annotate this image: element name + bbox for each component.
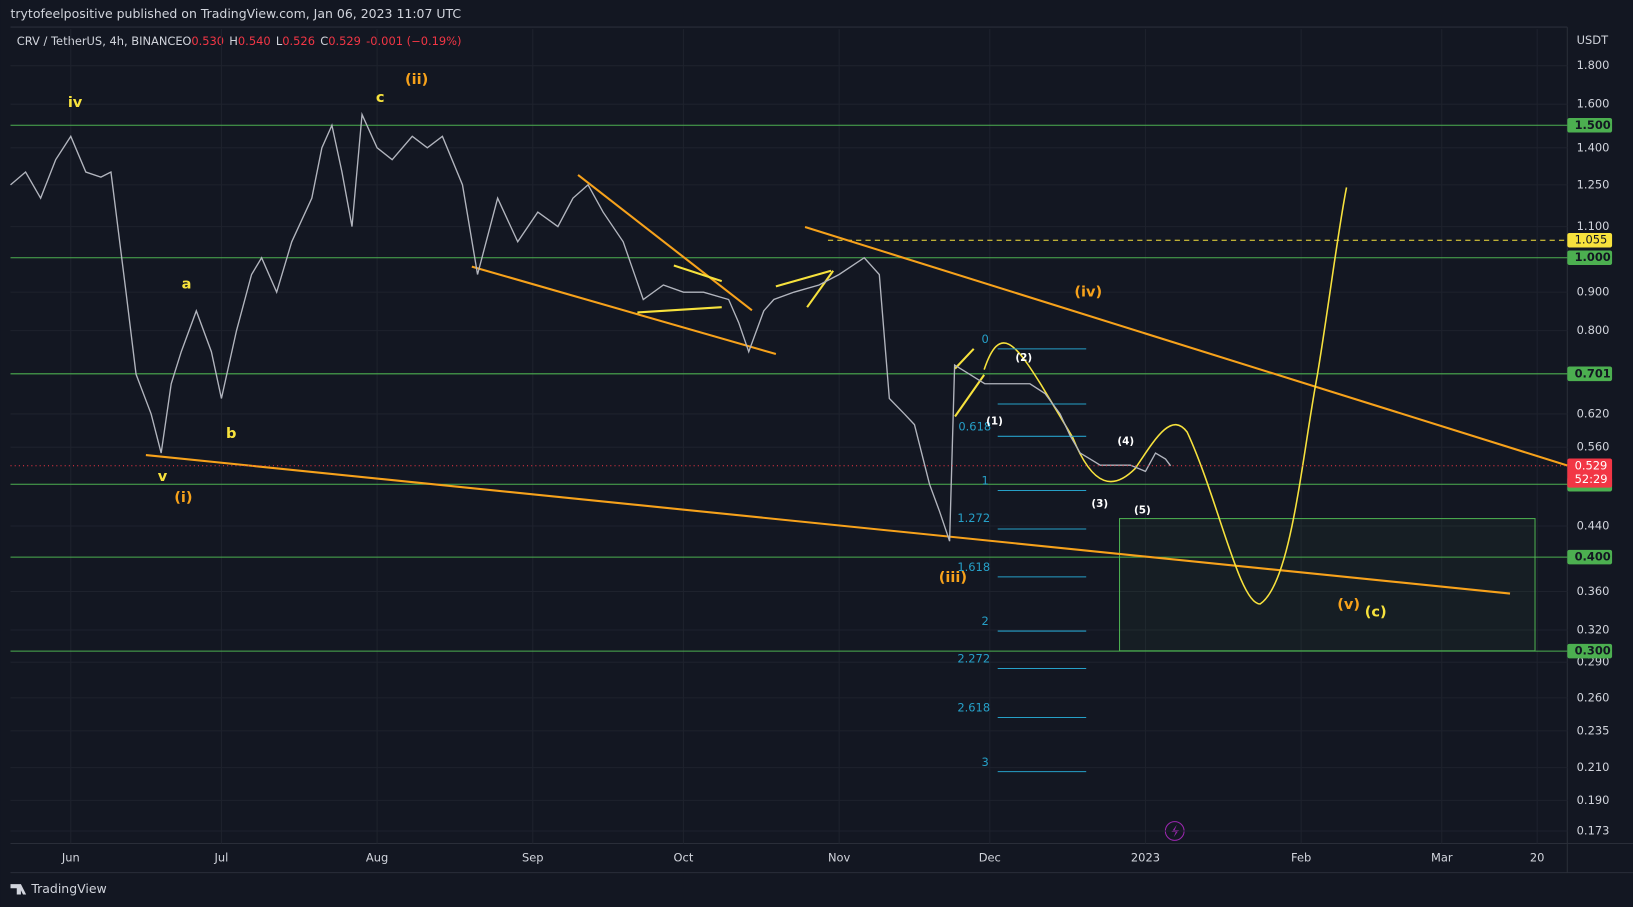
fib-label: 1 — [982, 474, 989, 488]
x-tick-label: Mar — [1431, 851, 1453, 865]
y-tick-label: 0.260 — [1577, 690, 1610, 704]
publisher: trytofeelpositive published on TradingVi… — [11, 6, 462, 21]
legend-item: 0.526 — [282, 34, 315, 48]
wave-label: (ii) — [405, 71, 428, 88]
wave-label: (2) — [1015, 352, 1032, 364]
wave-label: (5) — [1134, 504, 1151, 516]
fib-label: 0.618 — [958, 419, 991, 433]
level-tag — [1567, 643, 1613, 659]
fib-label: 2 — [982, 614, 989, 628]
legend-item: L — [276, 34, 283, 48]
symbol: CRV / TetherUS, 4h, BINANCE — [17, 34, 183, 48]
level-label: 1.000 — [1575, 250, 1611, 264]
level-tag — [1567, 117, 1613, 133]
y-tick-label: 1.600 — [1577, 97, 1610, 111]
x-tick-label: 2023 — [1131, 851, 1160, 865]
trend-line — [804, 226, 1568, 467]
wave-label: (1) — [986, 416, 1003, 428]
pattern-line — [775, 269, 832, 288]
pattern-line — [806, 270, 835, 308]
target-box — [1119, 518, 1536, 652]
legend-item: 0.529 — [328, 34, 361, 48]
level-label: 0.400 — [1575, 550, 1611, 564]
x-tick-label: Dec — [979, 851, 1001, 865]
pattern-line — [954, 374, 986, 418]
y-tick-label: 0.560 — [1577, 440, 1610, 454]
countdown: 52:29 — [1575, 472, 1608, 486]
wave-label: (3) — [1091, 498, 1108, 510]
legend-item: 0.540 — [238, 34, 271, 48]
y-tick-label: 1.400 — [1577, 140, 1610, 154]
wave-label: a — [182, 275, 192, 292]
x-tick-label: Oct — [674, 851, 694, 865]
wave-label: (i) — [174, 489, 192, 506]
level-tag — [1567, 250, 1613, 266]
legend-item: -0.001 (−0.19%) — [366, 34, 461, 48]
y-tick-label: 1.250 — [1577, 177, 1610, 191]
level-label: 1.500 — [1575, 118, 1611, 132]
trend-line — [145, 454, 1511, 595]
x-tick-label: Nov — [828, 851, 851, 865]
y-tick-label: 1.800 — [1577, 58, 1610, 72]
level-label: 0.701 — [1575, 366, 1611, 380]
y-tick-label: 0.900 — [1577, 285, 1610, 299]
wave-label: (c) — [1365, 603, 1387, 620]
trend-line — [577, 174, 753, 312]
level-tag — [1567, 549, 1613, 565]
last-price-tag — [1567, 458, 1613, 488]
last-price-label: 0.529 — [1575, 458, 1608, 472]
price-line — [10, 111, 1172, 542]
wave-label: b — [226, 425, 236, 442]
fib-label: 1.272 — [957, 511, 990, 525]
x-tick-label: Aug — [366, 851, 388, 865]
y-tick-label: 0.173 — [1577, 823, 1610, 837]
legend-item: C — [320, 34, 328, 48]
x-tick-label: Jun — [61, 851, 80, 865]
fib-label: 3 — [982, 755, 989, 769]
trend-line — [471, 265, 777, 356]
y-tick-label: 0.235 — [1577, 723, 1610, 737]
legend-item: H — [229, 34, 238, 48]
y-tick-label: 0.360 — [1577, 584, 1610, 598]
x-tick-label: Sep — [522, 851, 544, 865]
wave-label: (iv) — [1074, 284, 1102, 301]
brand: TradingView — [30, 881, 106, 896]
wave-label: v — [158, 468, 168, 485]
logo — [10, 884, 27, 895]
alert-tag — [1567, 232, 1613, 248]
x-tick-label: Feb — [1291, 851, 1311, 865]
y-tick-label: 0.320 — [1577, 623, 1610, 637]
fib-label: 2.618 — [957, 701, 990, 715]
y-tick-label: 0.620 — [1577, 406, 1610, 420]
legend-item: O — [182, 34, 191, 48]
alert-label: 1.055 — [1575, 233, 1608, 247]
pattern-line — [637, 306, 722, 314]
y-tick-label: 0.800 — [1577, 323, 1610, 337]
fib-label: 2.272 — [957, 652, 990, 666]
level-tag — [1567, 366, 1613, 382]
y-tick-label: 1.100 — [1577, 219, 1610, 233]
y-tick-label: 0.210 — [1577, 760, 1610, 774]
pattern-line — [673, 264, 723, 283]
x-tick-label: 20 — [1530, 851, 1545, 865]
level-label: 0.300 — [1575, 644, 1611, 658]
fib-label: 1.618 — [957, 560, 990, 574]
y-tick-label: 0.190 — [1577, 793, 1610, 807]
currency: USDT — [1577, 33, 1609, 47]
legend-item: 0.530 — [191, 34, 224, 48]
wave-label: (iii) — [939, 569, 967, 586]
wave-label: iv — [68, 94, 83, 111]
fib-label: 0 — [982, 332, 989, 346]
y-tick-label: 0.440 — [1577, 518, 1610, 532]
wave-label: (v) — [1337, 596, 1360, 613]
wave-label: c — [376, 89, 385, 106]
pattern-line — [954, 348, 975, 370]
x-tick-label: Jul — [214, 851, 229, 865]
projection — [983, 187, 1348, 605]
wave-label: (4) — [1117, 436, 1134, 448]
